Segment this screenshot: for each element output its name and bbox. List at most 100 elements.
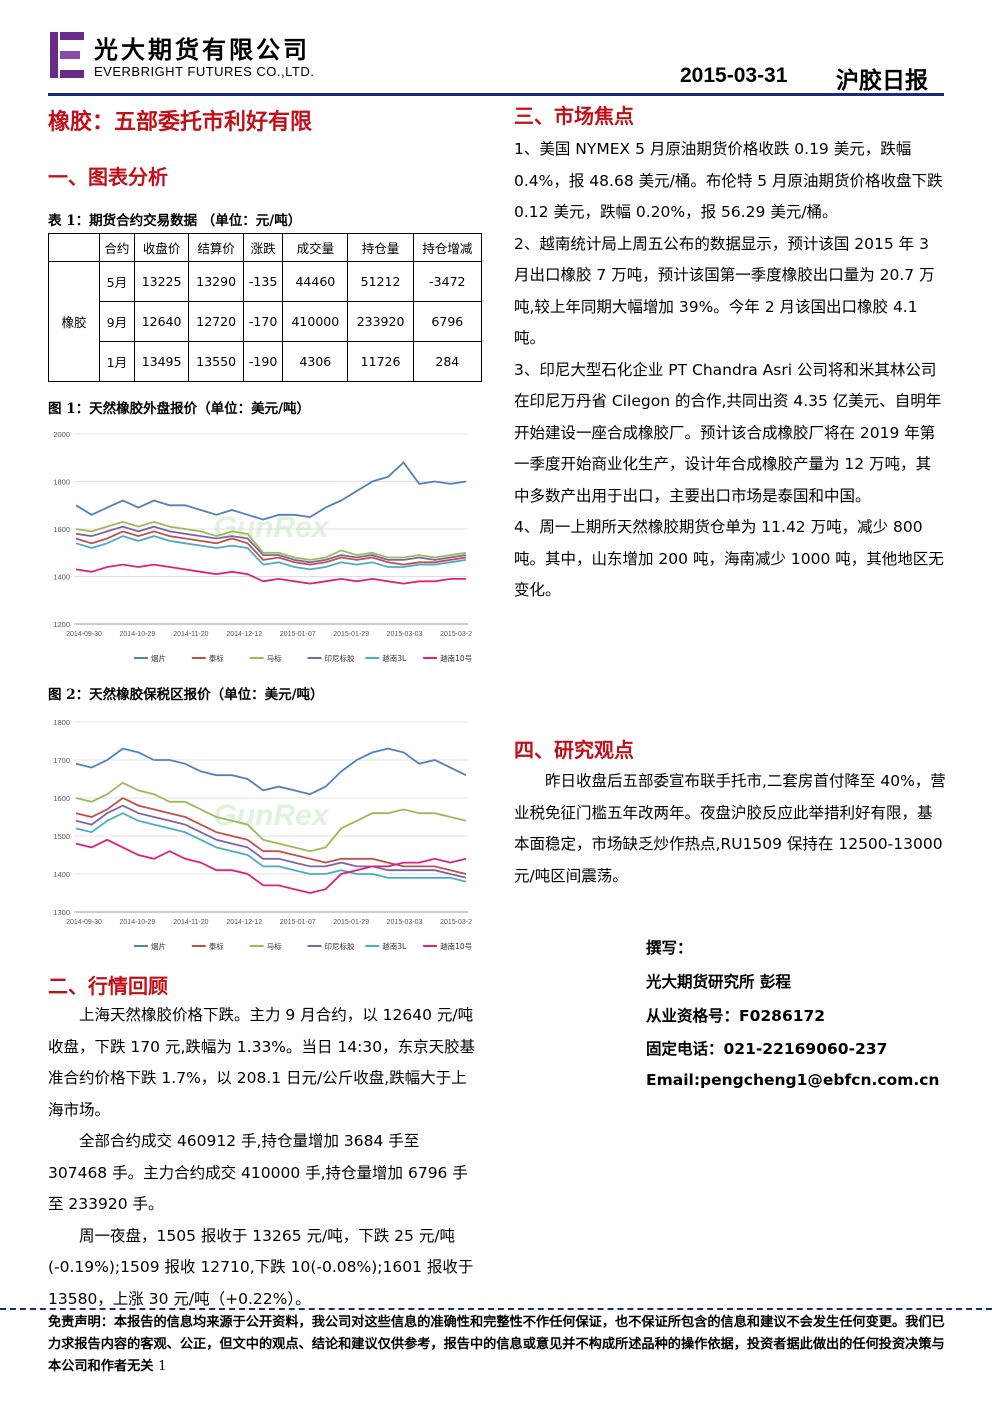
series-line xyxy=(75,525,467,564)
table-cell: -170 xyxy=(242,301,284,342)
series-line xyxy=(75,838,467,894)
x-tick-label: 2014-09-30 xyxy=(66,631,102,638)
page-number: 1 xyxy=(158,1359,167,1374)
futures-table: 合约 收盘价 结算价 涨跌 成交量 持仓量 持仓增减 橡胶 5月 13225 1… xyxy=(48,233,483,382)
market-focus-item: 4、周一上期所天然橡胶期货仓单为 11.42 万吨，减少 800 吨。其中，山东… xyxy=(514,518,944,599)
legend-label: 越南3L xyxy=(382,941,407,951)
y-tick-label: 2000 xyxy=(53,430,70,439)
disclaimer: 免责声明：本报告的信息均来源于公开资料，我公司对这些信息的准确性和完整性不作任何… xyxy=(48,1312,948,1378)
section2-heading: 二、行情回顾 xyxy=(48,974,168,998)
legend-label: 烟片 xyxy=(151,653,166,663)
author-phone: 固定电话：021-22169060-237 xyxy=(646,1040,888,1058)
y-tick-label: 1800 xyxy=(53,718,70,727)
table-row: 橡胶 5月 13225 13290 -135 44460 51212 -3472 xyxy=(48,261,483,382)
series-line xyxy=(75,812,467,883)
y-tick-label: 1800 xyxy=(53,478,70,487)
table-cell: 4306 xyxy=(282,341,349,382)
y-tick-label: 1200 xyxy=(53,620,70,629)
series-line xyxy=(75,796,467,875)
table-cell: 233920 xyxy=(347,301,414,342)
market-review-body: 上海天然橡胶价格下跌。主力 9 月合约，以 12640 元/吨收盘，下跌 170… xyxy=(48,1000,480,1315)
market-focus-body: 1、美国 NYMEX 5 月原油期货价格收跌 0.19 美元，跌幅 0.4%，报… xyxy=(514,134,946,607)
series-line xyxy=(75,563,466,585)
section1-heading: 一、图表分析 xyxy=(48,165,168,189)
table-header-row: 合约 收盘价 结算价 涨跌 成交量 持仓量 持仓增减 xyxy=(48,233,483,262)
research-view-paragraph: 昨日收盘后五部委宣布联手托市,二套房首付降至 40%，营业税免征门槛五年改两年。… xyxy=(514,772,946,885)
y-tick-label: 1400 xyxy=(53,573,70,582)
legend-label: 印尼标胶 xyxy=(324,653,354,663)
series-line xyxy=(75,520,467,561)
legend-label: 烟片 xyxy=(151,941,166,951)
table-corner-cell xyxy=(48,233,100,262)
table-header-cell: 涨跌 xyxy=(242,233,284,262)
report-type: 沪胶日报 xyxy=(836,67,928,94)
table-header-cell: 合约 xyxy=(99,233,135,262)
table-cell: 51212 xyxy=(347,261,414,302)
author-email[interactable]: Email:pengcheng1@ebfcn.com.cn xyxy=(646,1071,940,1089)
table-header-cell: 持仓量 xyxy=(347,233,414,262)
market-focus-item: 2、越南统计局上周五公布的数据显示，预计该国 2015 年 3 月出口橡胶 7 … xyxy=(514,234,935,348)
company-name-cn: 光大期货有限公司 xyxy=(94,35,310,64)
table-cell: 6796 xyxy=(412,301,483,342)
table-header-cell: 收盘价 xyxy=(133,233,190,262)
author-name: 光大期货研究所 彭程 xyxy=(646,973,791,991)
table-row: 1月 13495 13550 -190 4306 11726 284 xyxy=(49,341,483,382)
section3-heading: 三、市场焦点 xyxy=(514,104,634,128)
table-cell: 11726 xyxy=(347,341,414,382)
series-line xyxy=(75,747,467,796)
x-tick-label: 2014-12-12 xyxy=(226,919,262,926)
author-label: 撰写： xyxy=(646,939,693,957)
market-review-paragraph: 全部合约成交 460912 手,持仓量增加 3684 手至 307468 手。主… xyxy=(48,1132,468,1213)
x-tick-label: 2014-09-30 xyxy=(66,919,102,926)
legend-label: 越南10号 xyxy=(440,941,472,951)
table-cell: 44460 xyxy=(282,261,349,302)
table-cell: -135 xyxy=(242,261,284,302)
table-cell: -190 xyxy=(242,341,284,382)
research-view-body: 昨日收盘后五部委宣布联手托市,二套房首付降至 40%，营业税免征门槛五年改两年。… xyxy=(514,766,946,892)
x-tick-label: 2015-01-07 xyxy=(280,631,316,638)
disclaimer-text: 免责声明：本报告的信息均来源于公开资料，我公司对这些信息的准确性和完整性不作任何… xyxy=(48,1315,945,1374)
table-cell: 13225 xyxy=(133,261,190,302)
figure2-caption: 图 2：天然橡胶保税区报价（单位：美元/吨） xyxy=(48,687,324,703)
footer-divider xyxy=(0,1308,992,1310)
x-tick-label: 2015-01-29 xyxy=(333,631,369,638)
table-header-cell: 持仓增减 xyxy=(412,233,483,262)
table-group-label: 橡胶 xyxy=(48,261,100,382)
figure1-line-chart: 1200 1400 1600 1800 2000 2014-09-30 2014-10-29… xyxy=(48,424,472,670)
legend-label: 越南3L xyxy=(382,653,407,663)
figure2-line-chart: 1300 1400 1500 1600 1700 1800 2014-09-30 2014-1… xyxy=(48,712,472,958)
table-header-cell: 结算价 xyxy=(188,233,244,262)
table-header-cell: 成交量 xyxy=(282,233,349,262)
market-review-paragraph: 上海天然橡胶价格下跌。主力 9 月合约，以 12640 元/吨收盘，下跌 170… xyxy=(48,1006,476,1119)
x-tick-label: 2015-01-07 xyxy=(280,919,316,926)
legend-label: 越南10号 xyxy=(440,653,472,663)
table-row: 9月 12640 12720 -170 410000 233920 6796 xyxy=(49,301,483,342)
table-cell: 9月 xyxy=(99,301,135,342)
x-tick-label: 2014-11-20 xyxy=(173,631,208,638)
series-line xyxy=(75,461,467,521)
legend-label: 马标 xyxy=(267,941,282,951)
x-tick-label: 2015-03-25 xyxy=(440,919,472,926)
x-tick-label: 2015-03-03 xyxy=(387,919,423,926)
series-line xyxy=(75,781,467,853)
legend-label: 泰标 xyxy=(209,941,224,951)
table-cell: 12720 xyxy=(188,301,244,342)
company-name-en: EVERBRIGHT FUTURES CO.,LTD. xyxy=(94,64,315,79)
x-tick-label: 2015-01-29 xyxy=(333,919,369,926)
table-cell: 284 xyxy=(412,341,483,382)
table-caption: 表 1：期货合约交易数据 （单位：元/吨） xyxy=(48,213,302,229)
author-license: 从业资格号：F0286172 xyxy=(646,1007,826,1025)
table-cell: 13495 xyxy=(133,341,190,382)
y-tick-label: 1400 xyxy=(53,870,70,879)
table-cell: 5月 xyxy=(99,261,135,302)
table-cell: 1月 xyxy=(99,341,135,382)
market-review-paragraph: 周一夜盘，1505 报收于 13265 元/吨，下跌 25 元/吨(-0.19%… xyxy=(48,1226,474,1308)
legend-label: 印尼标胶 xyxy=(324,941,354,951)
y-tick-label: 1600 xyxy=(53,525,70,534)
report-date: 2015-03-31 xyxy=(680,64,788,87)
page-title: 橡胶：五部委托市利好有限 xyxy=(48,109,313,135)
y-tick-label: 1500 xyxy=(53,832,70,841)
x-tick-label: 2014-10-29 xyxy=(120,919,156,926)
x-tick-label: 2015-03-25 xyxy=(440,631,472,638)
x-tick-label: 2015-03-03 xyxy=(387,631,423,638)
